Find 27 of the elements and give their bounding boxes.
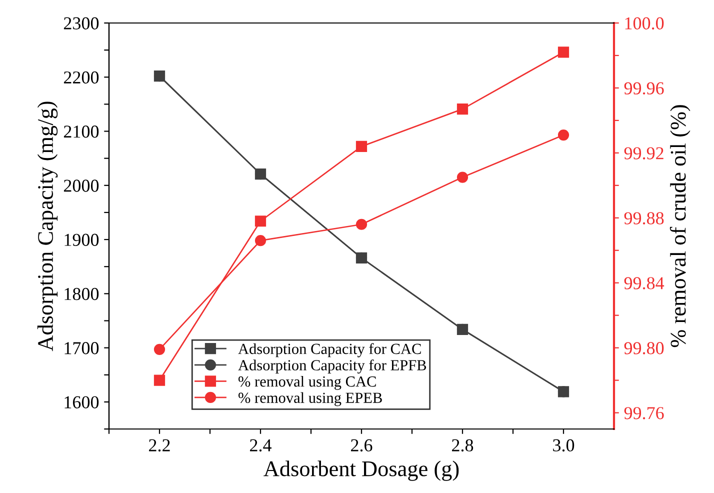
x-tick-label: 2.6 <box>351 439 372 452</box>
legend-label: % removal using CAC <box>238 376 376 390</box>
y-tick-label: 2100 <box>64 126 99 138</box>
y2-tick-label: 99.76 <box>624 407 664 420</box>
x-tick-label: 2.4 <box>250 439 272 452</box>
x-tick-label: 2.8 <box>452 439 474 452</box>
y2-tick-label: 99.80 <box>624 342 664 354</box>
x-tick-label: 2.2 <box>149 439 170 452</box>
y2-tick-label: 99.84 <box>624 277 664 290</box>
y-tick-label: 1900 <box>64 234 99 246</box>
y-tick-label: 2200 <box>64 71 99 84</box>
y-tick-label: 1600 <box>64 396 99 408</box>
y2-tick-label: 100.0 <box>625 17 664 30</box>
y2-tick-label: 99.88 <box>624 212 664 224</box>
legend-label: Adsorption Capacity for EPFB <box>238 360 426 374</box>
y-tick-label: 1800 <box>64 288 99 300</box>
y-tick-label: 1700 <box>64 342 99 354</box>
y2-tick-label: 99.92 <box>624 147 664 160</box>
y-tick-label: 2000 <box>64 180 99 192</box>
x-axis-title: Adsorbent Dosage (g) <box>264 460 459 481</box>
y-tick-label: 2300 <box>64 17 99 30</box>
text: 3.0 <box>553 439 574 452</box>
legend-label: % removal using EPEB <box>238 392 382 406</box>
y-axis-title: Adsorption Capacity (mg/g) <box>37 102 58 352</box>
y2-axis-title: % removal of crude oil (%) <box>670 105 690 348</box>
legend-label: Adsorption Capacity for CAC <box>238 343 421 358</box>
y2-tick-label: 99.96 <box>624 82 664 94</box>
